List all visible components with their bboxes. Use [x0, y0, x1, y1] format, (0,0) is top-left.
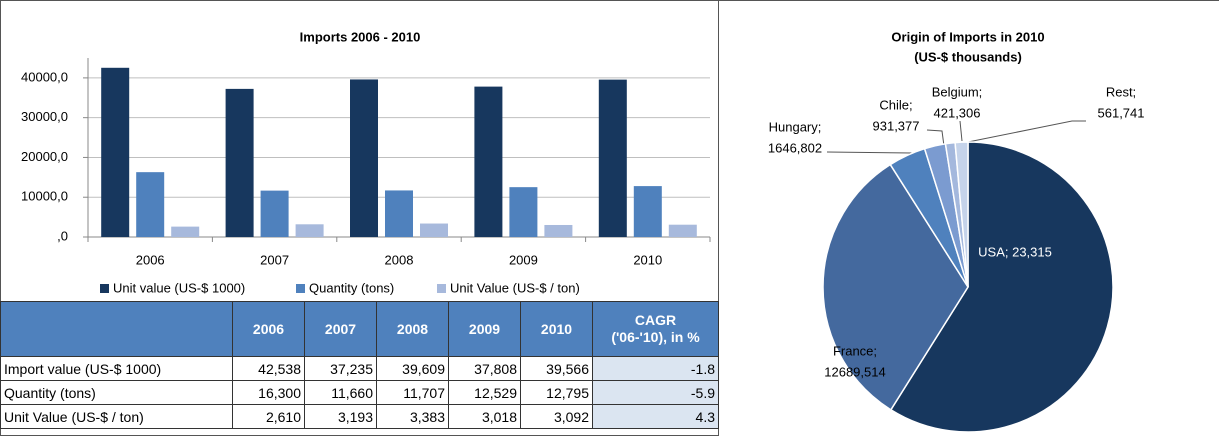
pie-label: 1646,802: [768, 140, 822, 155]
table-cell: -5.9: [592, 380, 719, 405]
bar-title: Imports 2006 - 2010: [300, 29, 421, 44]
header-cell: CAGR ('06-'10), in %: [592, 301, 719, 357]
bar: [474, 86, 503, 237]
pie-label: Chile;: [879, 97, 912, 112]
bar: [101, 67, 130, 237]
pie-label: 12689,514: [824, 364, 885, 379]
table-cell: 3,018: [448, 404, 521, 429]
table-cell: 42,538: [232, 356, 305, 381]
pie-label: Belgium;: [932, 84, 983, 99]
x-tick-label: 2006: [136, 252, 165, 267]
table-cell: 3,193: [304, 404, 377, 429]
bar: [598, 79, 627, 238]
y-tick-label: 10000,0: [21, 189, 68, 204]
table-cell: Quantity (tons): [0, 380, 233, 405]
y-tick-label: 30000,0: [21, 109, 68, 124]
leader-lines: [826, 120, 1086, 154]
x-tick-label: 2009: [509, 252, 538, 267]
pie-label: 421,306: [934, 105, 981, 120]
table-cell: 11,660: [304, 380, 377, 405]
header-cell: [0, 301, 233, 357]
legend-label: Quantity (tons): [309, 280, 394, 295]
table-cell: 3,383: [376, 404, 449, 429]
header-cell: 2007: [304, 301, 377, 357]
x-tick-label: 2007: [260, 252, 289, 267]
pie-slice: [889, 141, 1114, 433]
bar: [171, 226, 200, 237]
pie-slice: [954, 141, 969, 288]
pie-label: Rest;: [1106, 84, 1136, 99]
x-tick-label: 2010: [633, 252, 662, 267]
pie-label: France;: [833, 343, 877, 358]
table-cell: 16,300: [232, 380, 305, 405]
legend-swatch: [296, 284, 305, 293]
x-tick-label: 2008: [385, 252, 414, 267]
leader-line: [967, 120, 1086, 143]
table-cell: -1.8: [592, 356, 719, 381]
leader-line: [959, 120, 963, 142]
legend-label: Unit Value (US-$ / ton): [450, 280, 580, 295]
header-line: ('06-'10), in %: [611, 329, 700, 345]
table-cell: 39,566: [520, 356, 593, 381]
table-cell: Import value (US-$ 1000): [0, 356, 233, 381]
bar: [668, 224, 697, 237]
bar: [633, 186, 662, 237]
table-cell: 12,529: [448, 380, 521, 405]
data-table: 2006 2007 2008 2009 2010 CAGR ('06-'10), in % …: [0, 301, 719, 429]
table-row: Unit Value (US-$ / ton) 2,610 3,193 3,383 3,…: [0, 404, 719, 429]
table-cell: 12,795: [520, 380, 593, 405]
leader-line: [926, 129, 945, 147]
table-cell: 37,235: [304, 356, 377, 381]
table-cell: 39,609: [376, 356, 449, 381]
bar: [509, 187, 538, 237]
pie-label: Hungary;: [769, 119, 822, 134]
bar: [544, 224, 573, 237]
header-cell: 2009: [448, 301, 521, 357]
pie-title: Origin of Imports in 2010: [891, 29, 1044, 44]
table-row: Quantity (tons) 16,300 11,660 11,707 12,529 1…: [0, 380, 719, 405]
table-cell: 37,808: [448, 356, 521, 381]
bar: [295, 224, 324, 237]
header-row: 2006 2007 2008 2009 2010 CAGR ('06-'10), in %: [0, 301, 719, 357]
pie-label: USA; 23,315: [978, 244, 1052, 259]
y-tick-label: ,0: [57, 228, 68, 243]
bar: [136, 172, 165, 237]
legend-swatch: [100, 284, 109, 293]
leader-line: [826, 151, 913, 154]
y-tick-label: 20000,0: [21, 149, 68, 164]
header-cell: 2010: [520, 301, 593, 357]
bar: [260, 190, 289, 237]
pie-slice: [822, 163, 969, 411]
header-cell: 2006: [232, 301, 305, 357]
table-row: Import value (US-$ 1000) 42,538 37,235 39,6…: [0, 356, 719, 381]
pie-label: 561,741: [1098, 105, 1145, 120]
bar: [225, 88, 254, 237]
pie-subtitle: (US-$ thousands): [914, 49, 1022, 64]
bar: [385, 190, 413, 237]
y-tick-label: 40000,0: [21, 69, 68, 84]
table-cell: Unit Value (US-$ / ton): [0, 404, 233, 429]
legend-label: Unit value (US-$ 1000): [113, 280, 245, 295]
table-cell: 2,610: [232, 404, 305, 429]
legend-swatch: [437, 284, 446, 293]
table-cell: 11,707: [376, 380, 449, 405]
bar: [350, 79, 378, 237]
pie-label: 931,377: [873, 118, 920, 133]
header-cell: 2008: [376, 301, 449, 357]
header-line: CAGR: [634, 312, 677, 328]
bar: [420, 223, 448, 237]
table-cell: 4.3: [592, 404, 719, 429]
table-cell: 3,092: [520, 404, 593, 429]
